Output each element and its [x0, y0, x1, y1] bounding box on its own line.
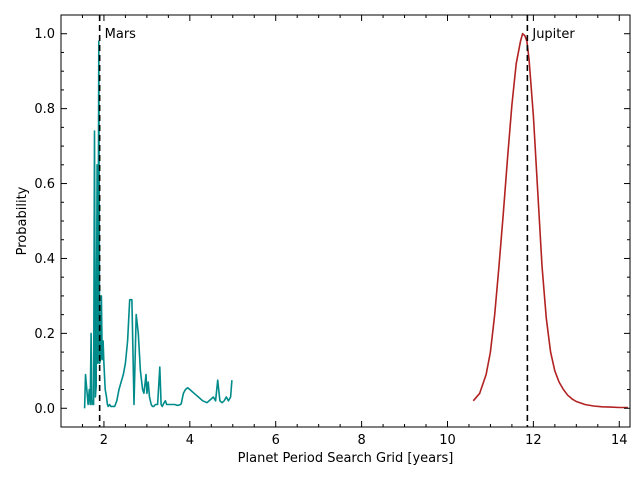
y-tick-label: 0.4	[34, 252, 55, 267]
y-tick-label: 1.0	[34, 27, 55, 42]
y-tick-label: 0.0	[34, 402, 55, 417]
series-line-2	[472, 32, 628, 409]
y-tick-label: 0.6	[34, 177, 55, 192]
x-tick-label: 8	[357, 433, 365, 448]
x-tick-label: 10	[439, 433, 456, 448]
plot-frame	[60, 14, 631, 428]
x-axis-label: Planet Period Search Grid [years]	[238, 451, 454, 466]
series-line-1	[83, 40, 233, 409]
series-layer	[83, 32, 628, 409]
reference-lines: Mars Jupiter	[98, 15, 575, 427]
x-tick-label: 12	[525, 433, 542, 448]
jupiter-label: Jupiter	[531, 27, 575, 42]
mars-label: Mars	[105, 27, 137, 42]
x-tick-label: 4	[186, 433, 194, 448]
x-tick-label: 6	[272, 433, 280, 448]
y-tick-label: 0.2	[34, 327, 55, 342]
x-tick-label: 14	[611, 433, 628, 448]
y-axis-ticks: 0.0 0.2 0.4 0.6 0.8 1.0	[34, 14, 630, 428]
y-tick-label: 0.8	[34, 102, 55, 117]
x-tick-label: 2	[100, 433, 108, 448]
y-axis-label: Probability	[15, 186, 30, 255]
